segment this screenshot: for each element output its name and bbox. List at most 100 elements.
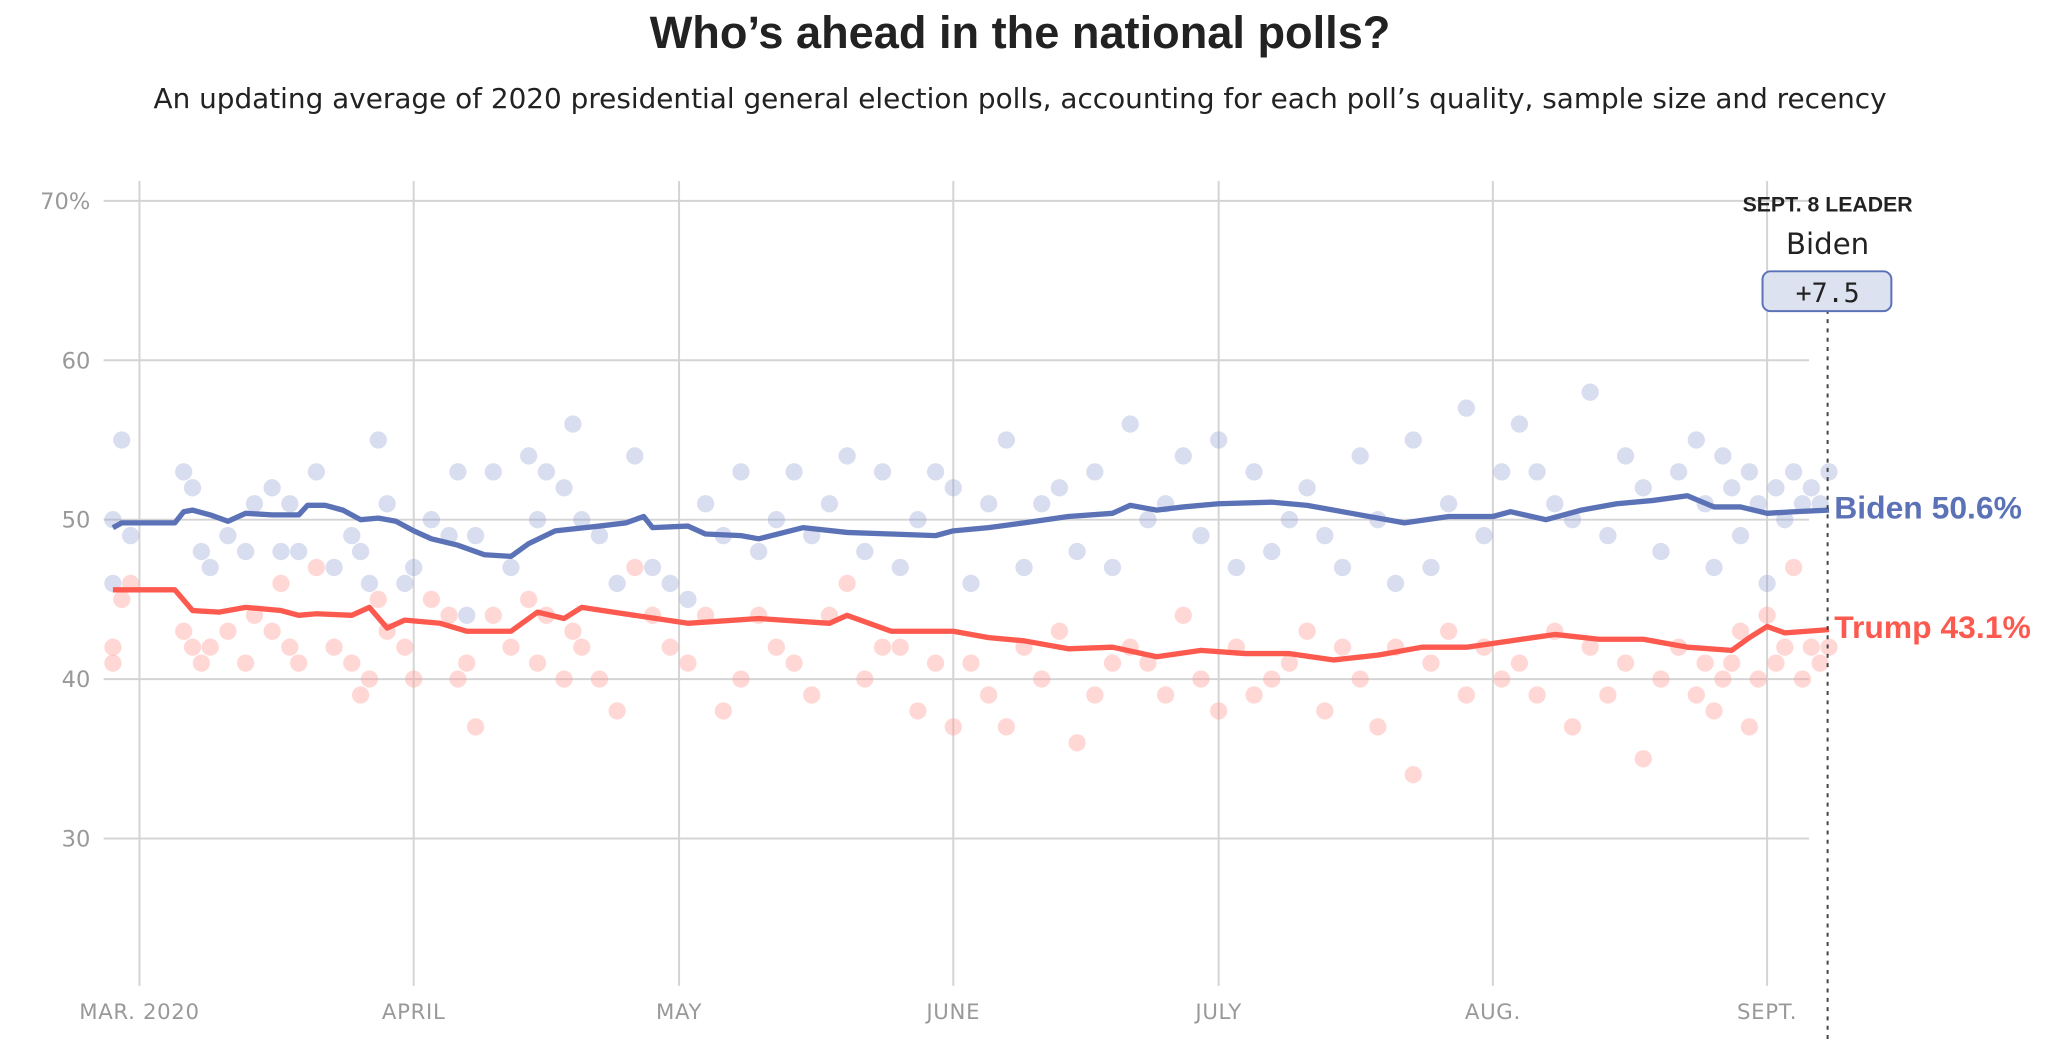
y-tick-label: 50 [62, 508, 91, 534]
biden-poll-dot [1705, 558, 1723, 577]
biden-poll-dot [458, 606, 476, 624]
biden-poll-dot [1510, 415, 1529, 433]
biden-poll-dot [1139, 511, 1157, 529]
biden-poll-dot [1670, 463, 1688, 481]
biden-poll-dot [590, 526, 609, 545]
biden-poll-dot [1121, 415, 1139, 433]
trump-poll-dot [307, 558, 326, 577]
biden-poll-dot [555, 479, 573, 497]
trump-poll-dot [325, 638, 343, 656]
trump-poll-dot [891, 638, 909, 656]
trump-poll-dot [1050, 622, 1069, 640]
y-tick-label: 40 [62, 667, 91, 693]
biden-poll-dot [1731, 526, 1750, 545]
biden-poll-dot [661, 574, 679, 593]
grid: 70% 60 50 40 30 MAR. 2020 APRIL MAY JUNE JULY AUG.… [40, 180, 1810, 1025]
biden-poll-dot [281, 495, 299, 513]
biden-poll-dot [767, 511, 785, 529]
trump-poll-dot [838, 574, 856, 593]
leader-margin-badge [1761, 270, 1893, 313]
trump-poll-dot [1634, 750, 1652, 768]
biden-poll-dot [1802, 479, 1820, 497]
x-tick-label: SEPT. [1737, 1000, 1797, 1025]
biden-poll-dot [245, 495, 264, 513]
trump-poll-dot [1616, 654, 1635, 672]
biden-poll-dot [1652, 542, 1670, 561]
trump-poll-dot [1723, 654, 1741, 672]
biden-poll-dot [1245, 463, 1263, 481]
trump-poll-dot [1404, 766, 1422, 784]
biden-poll-dot [183, 479, 202, 497]
trump-poll-dot [466, 718, 485, 736]
trump-poll-dot [997, 718, 1015, 736]
biden-poll-dot [564, 415, 582, 433]
biden-average-line [111, 493, 1830, 560]
biden-poll-dot [962, 574, 980, 593]
biden-poll-dot [192, 542, 211, 561]
trump-poll-dot [1156, 686, 1175, 704]
biden-poll-dot [1210, 431, 1228, 449]
y-tick-label: 60 [62, 348, 91, 374]
trump-poll-dot [1705, 702, 1723, 720]
biden-poll-dot [856, 542, 874, 561]
trump-poll-dot [219, 622, 237, 640]
biden-poll-dot [325, 558, 343, 577]
trump-poll-dot [1263, 670, 1281, 688]
trump-poll-dot [1440, 622, 1458, 640]
biden-poll-dot [1616, 447, 1635, 465]
trump-poll-dot [856, 670, 874, 688]
biden-poll-dot [1767, 479, 1785, 497]
biden-poll-dot [1103, 558, 1122, 577]
trump-poll-dot [1086, 686, 1104, 704]
biden-poll-dot [1457, 399, 1475, 417]
biden-poll-dot [820, 495, 839, 513]
biden-poll-dot [944, 479, 962, 497]
biden-poll-dot [750, 542, 768, 561]
trump-poll-dot [1731, 622, 1750, 640]
biden-poll-dot [1316, 526, 1334, 545]
trump-poll-dot [962, 654, 980, 672]
biden-poll-dot [1758, 574, 1776, 593]
leader-margin: +7.5 [1796, 278, 1860, 309]
trump-poll-dot [369, 590, 387, 609]
trump-poll-dot [396, 638, 414, 656]
trump-poll-dot [1298, 622, 1316, 640]
biden-poll-dot [1723, 479, 1741, 497]
biden-poll-dot [1785, 463, 1803, 481]
trump-poll-dot [1802, 638, 1820, 656]
x-tick-label: JUNE [924, 1000, 980, 1025]
biden-poll-dot [785, 463, 803, 481]
biden-poll-dot [1634, 479, 1652, 497]
trump-poll-dot [1599, 686, 1617, 704]
trump-poll-dot [1457, 686, 1475, 704]
trump-poll-dot [1033, 670, 1051, 688]
trump-poll-dot [1139, 654, 1157, 672]
biden-poll-dot [1068, 542, 1086, 561]
biden-poll-dot [369, 431, 387, 449]
biden-poll-dot [1386, 574, 1405, 593]
trump-poll-dot [1811, 654, 1829, 672]
biden-poll-dot [236, 542, 255, 561]
trump-poll-dot [1351, 670, 1369, 688]
trump-poll-dot [714, 702, 732, 720]
trump-poll-dot [1767, 654, 1785, 672]
trump-average-line [112, 587, 1830, 663]
trump-poll-dot [1510, 654, 1529, 672]
biden-poll-dot [1581, 383, 1599, 401]
trump-poll-dot [608, 702, 626, 720]
y-tick-label: 70% [40, 189, 90, 215]
biden-poll-dot [573, 511, 591, 529]
biden-poll-dot [1599, 526, 1617, 545]
biden-poll-dot [528, 511, 547, 529]
biden-poll-dot [1687, 431, 1705, 449]
trump-poll-dot [1493, 670, 1511, 688]
chart-subtitle: An updating average of 2020 presidential… [154, 82, 1887, 115]
biden-poll-dot [696, 495, 715, 513]
trump-poll-dot [590, 670, 609, 688]
biden-poll-dot [643, 558, 662, 577]
biden-poll-dot [1793, 495, 1812, 513]
trump-poll-dot [351, 686, 370, 704]
biden-poll-dot [1776, 511, 1794, 529]
biden-poll-dot [1192, 526, 1210, 545]
trump-poll-dot [1776, 638, 1794, 656]
